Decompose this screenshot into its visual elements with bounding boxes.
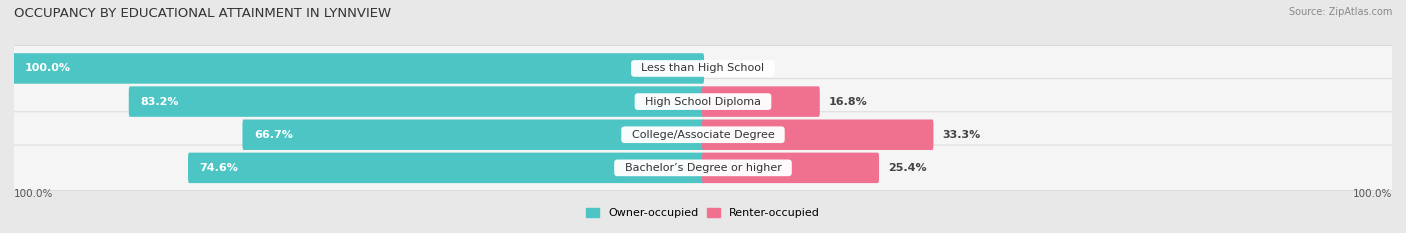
Text: 74.6%: 74.6% bbox=[200, 163, 238, 173]
FancyBboxPatch shape bbox=[702, 120, 934, 150]
FancyBboxPatch shape bbox=[702, 153, 879, 183]
Text: 16.8%: 16.8% bbox=[830, 97, 868, 106]
FancyBboxPatch shape bbox=[13, 53, 704, 84]
Text: 0.0%: 0.0% bbox=[713, 63, 744, 73]
Text: High School Diploma: High School Diploma bbox=[638, 97, 768, 106]
Text: 100.0%: 100.0% bbox=[1353, 189, 1392, 199]
Text: Bachelor’s Degree or higher: Bachelor’s Degree or higher bbox=[617, 163, 789, 173]
Text: Source: ZipAtlas.com: Source: ZipAtlas.com bbox=[1288, 7, 1392, 17]
Text: 25.4%: 25.4% bbox=[889, 163, 927, 173]
Text: 66.7%: 66.7% bbox=[254, 130, 292, 140]
FancyBboxPatch shape bbox=[13, 145, 1393, 191]
FancyBboxPatch shape bbox=[188, 153, 704, 183]
FancyBboxPatch shape bbox=[13, 79, 1393, 124]
FancyBboxPatch shape bbox=[13, 46, 1393, 91]
Text: 100.0%: 100.0% bbox=[24, 63, 70, 73]
FancyBboxPatch shape bbox=[13, 112, 1393, 158]
Legend: Owner-occupied, Renter-occupied: Owner-occupied, Renter-occupied bbox=[586, 208, 820, 218]
Text: Less than High School: Less than High School bbox=[634, 63, 772, 73]
Text: OCCUPANCY BY EDUCATIONAL ATTAINMENT IN LYNNVIEW: OCCUPANCY BY EDUCATIONAL ATTAINMENT IN L… bbox=[14, 7, 391, 20]
FancyBboxPatch shape bbox=[129, 86, 704, 117]
FancyBboxPatch shape bbox=[242, 120, 704, 150]
Text: 33.3%: 33.3% bbox=[943, 130, 981, 140]
Text: 100.0%: 100.0% bbox=[14, 189, 53, 199]
Text: 83.2%: 83.2% bbox=[141, 97, 179, 106]
Text: College/Associate Degree: College/Associate Degree bbox=[624, 130, 782, 140]
FancyBboxPatch shape bbox=[702, 86, 820, 117]
